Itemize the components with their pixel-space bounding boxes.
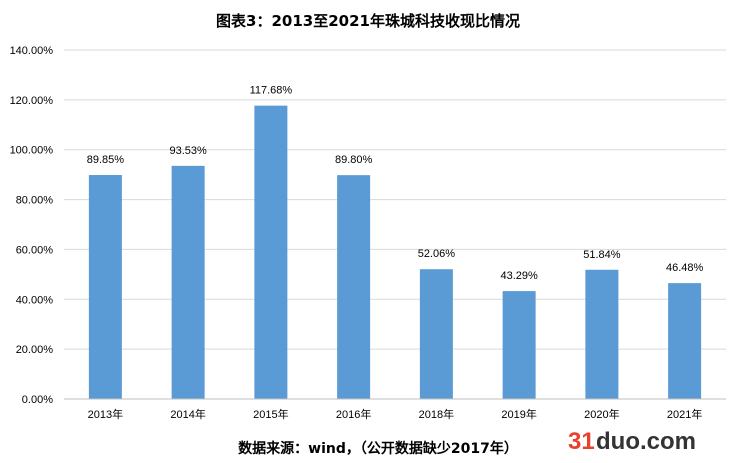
data-label: 51.84% [583, 249, 621, 261]
x-tick-label: 2021年 [667, 407, 702, 421]
y-tick-label: 60.00% [16, 244, 54, 256]
x-tick-label: 2015年 [253, 407, 288, 421]
y-tick-label: 80.00% [16, 195, 54, 207]
watermark-number: 31 [568, 428, 595, 455]
bar [419, 269, 453, 399]
gridlines [64, 49, 726, 350]
y-axis-ticks: 0.00% 20.00% 40.00% 60.00% 80.00% 100.00% 120.… [10, 45, 54, 406]
data-label: 43.29% [500, 270, 538, 282]
bar [502, 291, 536, 399]
x-tick-label: 2013年 [88, 407, 123, 421]
x-tick-label: 2019年 [501, 407, 536, 421]
y-tick-label: 140.00% [10, 45, 54, 57]
bar [585, 269, 619, 399]
data-label: 52.06% [418, 248, 456, 260]
bar [254, 105, 288, 400]
bar [88, 175, 122, 399]
watermark-domain: duo.com [596, 428, 696, 455]
bar [668, 283, 702, 399]
data-label: 89.80% [335, 154, 373, 166]
data-label: 93.53% [169, 145, 207, 157]
data-label: 89.85% [87, 154, 125, 166]
bar [171, 165, 205, 399]
y-tick-label: 20.00% [16, 344, 54, 356]
bars [88, 105, 702, 400]
bar [337, 175, 371, 399]
source-note: 数据来源：wind，（公开数据缺少2017年） [238, 440, 518, 457]
x-axis-ticks: 2013年 2014年 2015年 2016年 2018年 2019年 2020年 2021年 [88, 407, 703, 421]
y-tick-label: 0.00% [22, 394, 53, 406]
y-tick-label: 120.00% [10, 95, 54, 107]
x-tick-label: 2016年 [336, 407, 371, 421]
chart-title: 图表3：2013至2021年珠城科技收现比情况 [216, 12, 520, 30]
y-tick-label: 100.00% [10, 145, 54, 157]
data-label: 117.68% [250, 85, 293, 97]
data-labels: 89.85% 93.53% 117.68% 89.80% 52.06% 43.29% 51.… [87, 85, 704, 282]
data-label: 46.48% [666, 262, 704, 274]
x-tick-label: 2014年 [170, 407, 205, 421]
x-tick-label: 2020年 [584, 407, 619, 421]
watermark-logo: 31 duo.com [568, 428, 696, 455]
y-tick-label: 40.00% [16, 294, 54, 306]
x-tick-label: 2018年 [419, 407, 454, 421]
